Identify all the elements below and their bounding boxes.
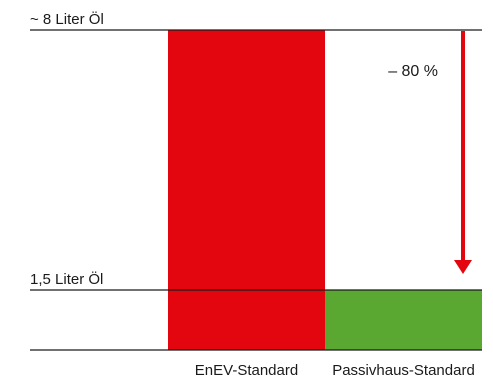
category-label-enev-standard: EnEV-Standard: [195, 362, 298, 379]
bar-passivhaus-standard: [325, 290, 482, 350]
reduction-percent-label: – 80 %: [388, 63, 438, 80]
category-labels-group: EnEV-Standard Passivhaus-Standard: [195, 362, 475, 379]
reference-label-2: 1,5 Liter Öl: [30, 270, 103, 288]
reference-lines-group: ~ 8 Liter Öl 1,5 Liter Öl: [30, 10, 482, 351]
bar-enev-standard: [168, 30, 325, 350]
bars-group: [168, 30, 482, 350]
reduction-arrow-head: [454, 260, 472, 274]
category-label-passivhaus-standard: Passivhaus-Standard: [332, 362, 475, 379]
reference-label-1: ~ 8 Liter Öl: [30, 10, 104, 28]
annotation-group: – 80 %: [388, 31, 472, 274]
